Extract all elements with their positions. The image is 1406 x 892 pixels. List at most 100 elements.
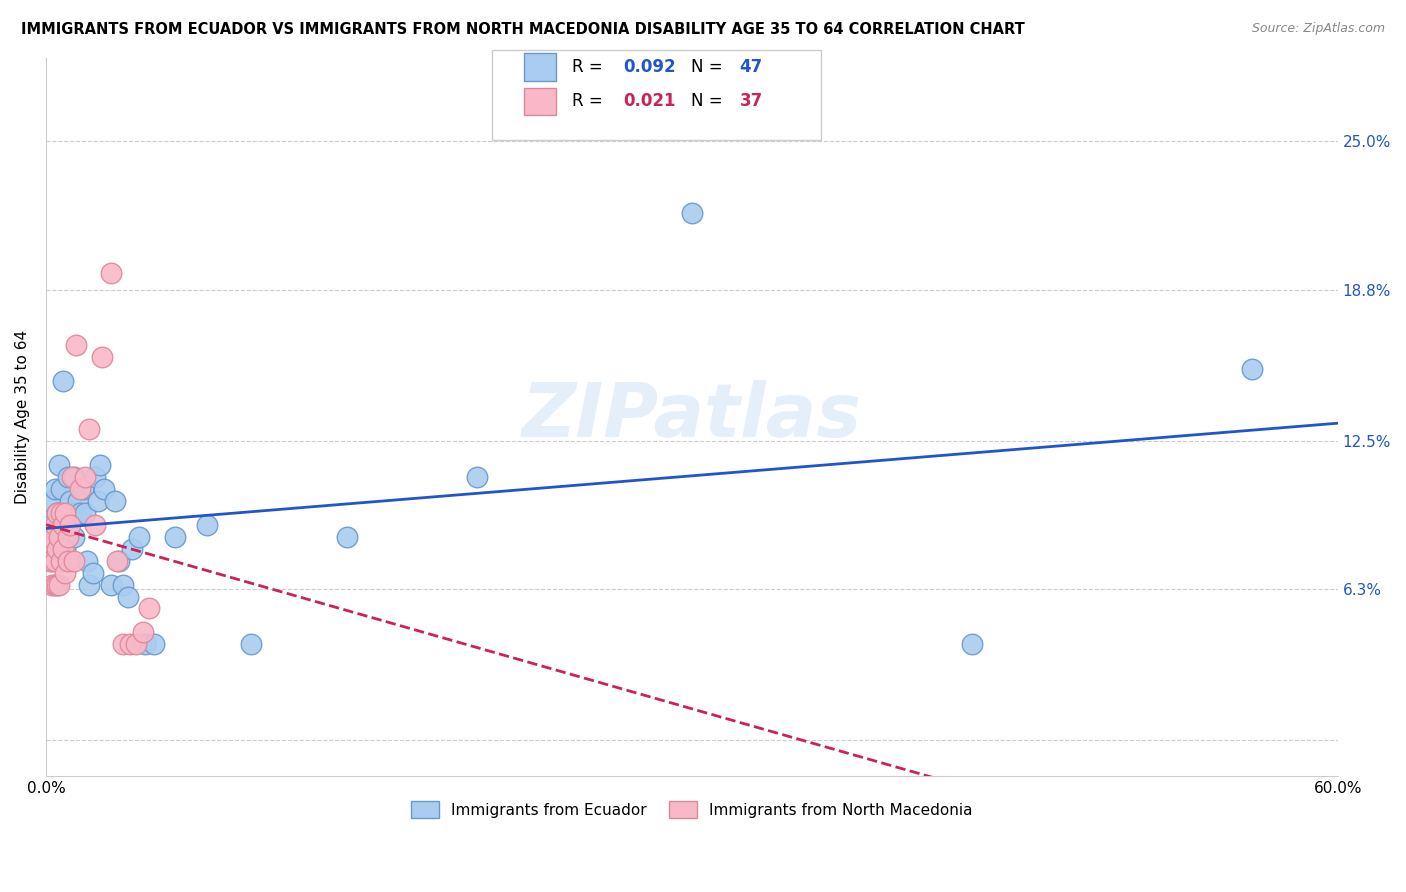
Point: [100, 577, 122, 591]
Text: R =: R =: [572, 58, 607, 76]
Point: [134, 637, 156, 651]
Text: ZIPatlas: ZIPatlas: [522, 380, 862, 453]
Point: [76, 553, 98, 567]
Point: [465, 469, 488, 483]
Point: [112, 577, 135, 591]
Point: [73, 506, 96, 520]
Point: [142, 637, 165, 651]
Point: [165, 530, 187, 544]
Point: [45, 506, 67, 520]
Text: 47: 47: [740, 58, 763, 76]
Text: 37: 37: [740, 93, 763, 111]
Point: [41, 553, 63, 567]
Point: [132, 625, 155, 640]
Point: [44, 553, 66, 567]
Point: [93, 482, 115, 496]
Point: [121, 541, 143, 556]
Point: [52, 541, 75, 556]
Point: [48, 517, 70, 532]
Point: [39, 530, 62, 544]
Point: [53, 506, 76, 520]
Point: [69, 482, 91, 496]
Point: [960, 637, 983, 651]
Point: [44, 517, 66, 532]
Point: [53, 566, 76, 580]
Point: [91, 350, 114, 364]
Point: [69, 506, 91, 520]
Point: [45, 530, 67, 544]
Point: [44, 577, 66, 591]
Point: [53, 506, 76, 520]
FancyBboxPatch shape: [524, 54, 557, 80]
Point: [197, 517, 219, 532]
Point: [125, 637, 148, 651]
Point: [105, 553, 128, 567]
Point: [59, 493, 82, 508]
Point: [681, 206, 703, 220]
Point: [56, 530, 79, 544]
Point: [60, 469, 83, 483]
Point: [45, 577, 67, 591]
Point: [84, 469, 107, 483]
Point: [49, 541, 72, 556]
Point: [65, 338, 87, 352]
Point: [45, 506, 67, 520]
Text: IMMIGRANTS FROM ECUADOR VS IMMIGRANTS FROM NORTH MACEDONIA DISABILITY AGE 35 TO : IMMIGRANTS FROM ECUADOR VS IMMIGRANTS FR…: [21, 22, 1025, 37]
Point: [84, 517, 107, 532]
Legend: Immigrants from Ecuador, Immigrants from North Macedonia: Immigrants from Ecuador, Immigrants from…: [404, 793, 980, 826]
Point: [39, 553, 62, 567]
Point: [41, 577, 63, 591]
Point: [86, 493, 108, 508]
Point: [104, 493, 127, 508]
Point: [53, 541, 76, 556]
Point: [52, 374, 75, 388]
Point: [56, 469, 79, 483]
Point: [56, 553, 79, 567]
Text: N =: N =: [690, 93, 727, 111]
Text: Source: ZipAtlas.com: Source: ZipAtlas.com: [1251, 22, 1385, 36]
Point: [77, 422, 100, 436]
Point: [128, 530, 150, 544]
Point: [59, 517, 82, 532]
Point: [48, 577, 70, 591]
Point: [65, 506, 87, 520]
Point: [118, 637, 141, 651]
Point: [49, 482, 72, 496]
Point: [63, 530, 86, 544]
Point: [72, 482, 94, 496]
Point: [60, 506, 83, 520]
Text: 0.021: 0.021: [623, 93, 676, 111]
Point: [117, 590, 139, 604]
Point: [52, 517, 75, 532]
Point: [77, 577, 100, 591]
Text: N =: N =: [690, 58, 727, 76]
Point: [138, 601, 160, 615]
Point: [49, 553, 72, 567]
Point: [1240, 362, 1263, 376]
Point: [89, 458, 111, 472]
Point: [49, 506, 72, 520]
Point: [44, 482, 66, 496]
Point: [39, 493, 62, 508]
FancyBboxPatch shape: [524, 87, 557, 115]
Point: [82, 566, 104, 580]
Text: 0.092: 0.092: [623, 58, 676, 76]
Point: [56, 517, 79, 532]
Point: [100, 266, 122, 280]
FancyBboxPatch shape: [492, 50, 821, 140]
Point: [45, 541, 67, 556]
Point: [73, 469, 96, 483]
Point: [48, 530, 70, 544]
Point: [37, 541, 59, 556]
Y-axis label: Disability Age 35 to 64: Disability Age 35 to 64: [15, 330, 30, 504]
Point: [63, 553, 86, 567]
Point: [112, 637, 135, 651]
Text: R =: R =: [572, 93, 607, 111]
Point: [48, 458, 70, 472]
Point: [41, 517, 63, 532]
Point: [63, 469, 86, 483]
Point: [67, 493, 90, 508]
Point: [336, 530, 359, 544]
Point: [108, 553, 131, 567]
Point: [239, 637, 262, 651]
